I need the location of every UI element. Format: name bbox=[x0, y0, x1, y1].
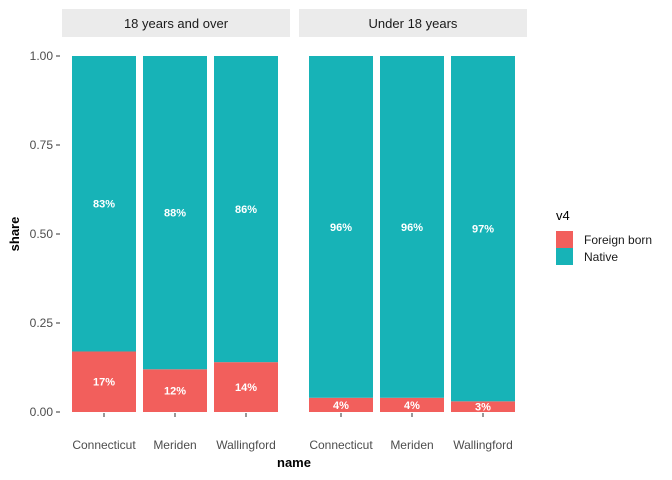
legend: v4 Foreign born Native bbox=[556, 208, 652, 265]
bar-data-label: 14% bbox=[235, 382, 257, 394]
facet-panel: 18 years and over 17% 83% Connecticut 12% 88%… bbox=[62, 9, 290, 452]
bar-segment bbox=[380, 397, 444, 412]
bar-segment bbox=[143, 56, 207, 370]
bar-data-label: 3% bbox=[475, 402, 491, 414]
legend-swatch bbox=[556, 248, 573, 265]
bar-data-label: 96% bbox=[330, 222, 352, 234]
x-tick-label: Meriden bbox=[153, 438, 196, 452]
facet-strip-title: 18 years and over bbox=[124, 16, 229, 31]
x-tick-label: Wallingford bbox=[453, 438, 513, 452]
facet-panels: 18 years and over 17% 83% Connecticut 12% 88%… bbox=[62, 9, 527, 452]
bar-data-label: 96% bbox=[401, 222, 423, 234]
y-tick-label: 0.75 bbox=[30, 138, 54, 152]
bar-data-label: 4% bbox=[333, 400, 349, 412]
legend-label: Native bbox=[584, 250, 618, 264]
facet-strip-title: Under 18 years bbox=[369, 16, 458, 31]
y-axis: 0.00 0.25 0.50 0.75 1.00 bbox=[30, 49, 60, 419]
bar-segment bbox=[309, 56, 373, 398]
x-axis-title: name bbox=[277, 455, 311, 470]
bar-data-label: 4% bbox=[404, 400, 420, 412]
bar-segment bbox=[214, 56, 278, 363]
facet-panel: Under 18 years 4% 96% Connecticut 4% 96% Merid… bbox=[299, 9, 527, 452]
y-tick-label: 0.25 bbox=[30, 316, 54, 330]
facet-strip bbox=[62, 9, 290, 37]
bar-data-label: 97% bbox=[472, 224, 494, 236]
bar-data-label: 17% bbox=[93, 377, 115, 389]
bar-segment bbox=[143, 369, 207, 412]
bar-data-label: 86% bbox=[235, 204, 257, 216]
x-tick-label: Connecticut bbox=[309, 438, 373, 452]
x-tick-label: Connecticut bbox=[72, 438, 136, 452]
y-tick-label: 0.00 bbox=[30, 405, 54, 419]
bar-segment bbox=[451, 401, 515, 412]
legend-label: Foreign born bbox=[584, 233, 652, 247]
y-axis-title: share bbox=[7, 217, 22, 252]
legend-swatch bbox=[556, 231, 573, 248]
legend-title: v4 bbox=[556, 208, 570, 223]
x-tick-label: Meriden bbox=[390, 438, 433, 452]
y-tick-label: 1.00 bbox=[30, 49, 54, 63]
bar-data-label: 12% bbox=[164, 386, 186, 398]
bar-segment bbox=[380, 56, 444, 398]
facet-strip bbox=[299, 9, 527, 37]
bar-segment bbox=[451, 56, 515, 402]
bar-segment bbox=[309, 397, 373, 412]
y-tick-label: 0.50 bbox=[30, 227, 54, 241]
bar-data-label: 83% bbox=[93, 199, 115, 211]
bar-segment bbox=[214, 362, 278, 412]
x-tick-label: Wallingford bbox=[216, 438, 276, 452]
bar-segment bbox=[72, 56, 136, 352]
bar-segment bbox=[72, 351, 136, 412]
bar-data-label: 88% bbox=[164, 208, 186, 220]
